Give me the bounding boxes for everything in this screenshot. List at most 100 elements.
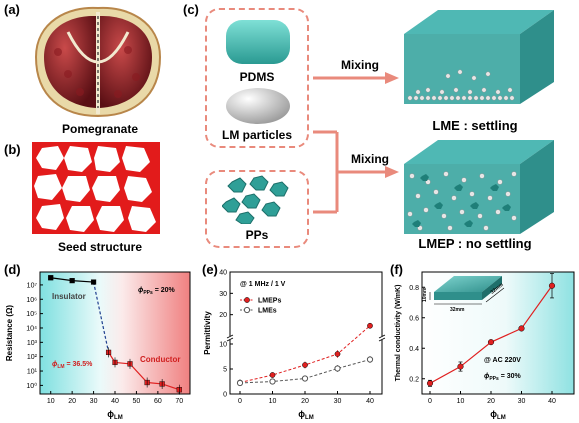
x-tick-label: 20 (68, 398, 76, 405)
thermal-data-point (457, 363, 464, 370)
resistance-line-segment (50, 277, 73, 282)
seed-caption: Seed structure (57, 240, 143, 254)
mixing-label-top: Mixing (341, 58, 379, 72)
resistance-data-point (90, 279, 97, 285)
thermal-conductivity-chart: 0 10 20 30 40 0.2 0.4 0.6 0.8 Thermal conductivi… (395, 271, 575, 421)
ac-voltage-label: @ AC 220V (484, 357, 521, 364)
mixing-arrows (313, 72, 399, 214)
panel-label-f: (f) (390, 262, 403, 277)
percolation-threshold-label: ϕLM = 36.5% (52, 361, 93, 370)
y-tick-label: 0 (223, 392, 227, 399)
lm-particle-icon (226, 88, 290, 124)
thermal-data-point (487, 339, 495, 346)
lm-label: LM particles (221, 128, 293, 142)
axis-break-gap-right (379, 336, 385, 340)
resistance-y-axis-label: Resistance (Ω) (5, 305, 14, 362)
x-tick-label: 0 (238, 398, 242, 405)
lmes-data-point (301, 375, 309, 382)
y-tick-label: 10⁵ (26, 311, 37, 318)
lmeps-data-point (302, 362, 308, 368)
lmeps-data-point (367, 322, 373, 329)
axis-break-mark (226, 337, 234, 342)
panel-label-c: (c) (183, 2, 199, 17)
thermal-x-axis-label: ϕLM (490, 409, 505, 421)
lme-caption: LME : settling (432, 118, 518, 133)
x-tick-label: 10 (269, 398, 277, 405)
resistance-line-segment (129, 363, 148, 383)
x-tick-label: 50 (133, 398, 141, 405)
legend-lmeps-label: LMEPs (258, 298, 281, 305)
x-tick-label: 20 (487, 398, 495, 405)
x-tick-label: 70 (175, 398, 183, 405)
pdms-block-icon (226, 20, 290, 64)
x-tick-label: 30 (518, 398, 526, 405)
materials-box-top (205, 8, 309, 148)
mixing-label-bottom: Mixing (351, 152, 389, 166)
inset-width-label: 32mm (450, 307, 465, 313)
thermal-data-point (518, 325, 525, 332)
x-tick-label: 20 (301, 398, 309, 405)
resistance-line-segment (92, 281, 110, 353)
thermal-data-point (548, 282, 556, 289)
panel-label-a: (a) (4, 2, 20, 17)
thermal-plot-frame (421, 271, 575, 395)
permittivity-chart: 0 10 20 30 40 0 5 10 20 30 40 Permittivity ϕLM @ 1… (203, 270, 386, 421)
y-tick-label: 20 (219, 312, 227, 319)
panel-label-b: (b) (4, 142, 21, 157)
axis-break-mark (378, 337, 386, 342)
resistance-line-segment (72, 280, 94, 283)
lmes-data-point (269, 378, 276, 385)
y-tick-label: 10⁶ (26, 297, 37, 304)
x-tick-label: 0 (428, 398, 432, 405)
panel-label-d: (d) (4, 262, 21, 277)
insulator-label: Insulator (52, 292, 86, 301)
y-tick-label: 0.8 (409, 285, 419, 292)
y-tick-label: 40 (219, 270, 227, 277)
y-tick-label: 10⁴ (26, 325, 37, 332)
permittivity-y-axis-label: Permittivity (203, 311, 212, 355)
x-tick-label: 10 (457, 398, 465, 405)
pps-label: PPs (245, 228, 269, 242)
pomegranate-caption: Pomegranate (61, 122, 139, 136)
axis-break-mark (378, 334, 386, 339)
resistance-data-point (48, 275, 54, 281)
phi-pps-annotation-f: ϕPPs = 30% (484, 373, 522, 382)
resistance-chart: 10 20 30 40 50 60 70 10⁰ 10¹ 10² 10³ 10⁴ 10⁵ 10⁶ 10⁷ R… (5, 271, 191, 421)
pdms-label: PDMS (239, 70, 275, 84)
lmes-data-point (236, 379, 244, 387)
measurement-condition-label: @ 1 MHz / 1 V (240, 281, 286, 288)
lmep-caption: LMEP : no settling (418, 236, 532, 251)
legend-lmes-label: LMEs (258, 308, 277, 315)
sample-slab-inset (429, 276, 505, 305)
x-tick-label: 30 (334, 398, 342, 405)
conductor-label: Conductor (140, 355, 180, 364)
x-tick-label: 30 (90, 398, 98, 405)
pomegranate-image (34, 6, 162, 118)
y-tick-label: 10 (219, 342, 227, 349)
permittivity-plot-frame (229, 271, 383, 395)
resistance-x-axis-label: ϕLM (107, 409, 122, 421)
y-tick-label: 0.6 (409, 315, 419, 322)
y-tick-label: 10⁰ (26, 382, 37, 390)
y-tick-label: 0.2 (409, 376, 419, 383)
y-tick-label: 5 (223, 367, 227, 374)
y-tick-label: 10³ (27, 340, 38, 347)
y-tick-label: 10¹ (27, 369, 38, 376)
resistance-plot-background (40, 272, 190, 394)
lmeps-series-line (239, 325, 371, 383)
permittivity-x-axis-label: ϕLM (298, 409, 313, 421)
x-tick-label: 40 (366, 398, 374, 405)
x-tick-label: 40 (111, 398, 119, 405)
y-tick-label: 10² (27, 354, 38, 361)
y-tick-label: 10⁷ (27, 282, 38, 289)
lmes-data-point (366, 356, 374, 363)
y-tick-label: 30 (219, 291, 227, 298)
lmep-block-image (404, 140, 554, 234)
x-tick-label: 60 (154, 398, 162, 405)
axis-break-mark (226, 334, 234, 339)
x-tick-label: 40 (548, 398, 556, 405)
seed-structure-image (32, 142, 160, 234)
lmeps-data-point (269, 372, 276, 378)
legend-lmeps-marker (244, 297, 250, 303)
y-tick-label: 0.4 (409, 346, 419, 353)
